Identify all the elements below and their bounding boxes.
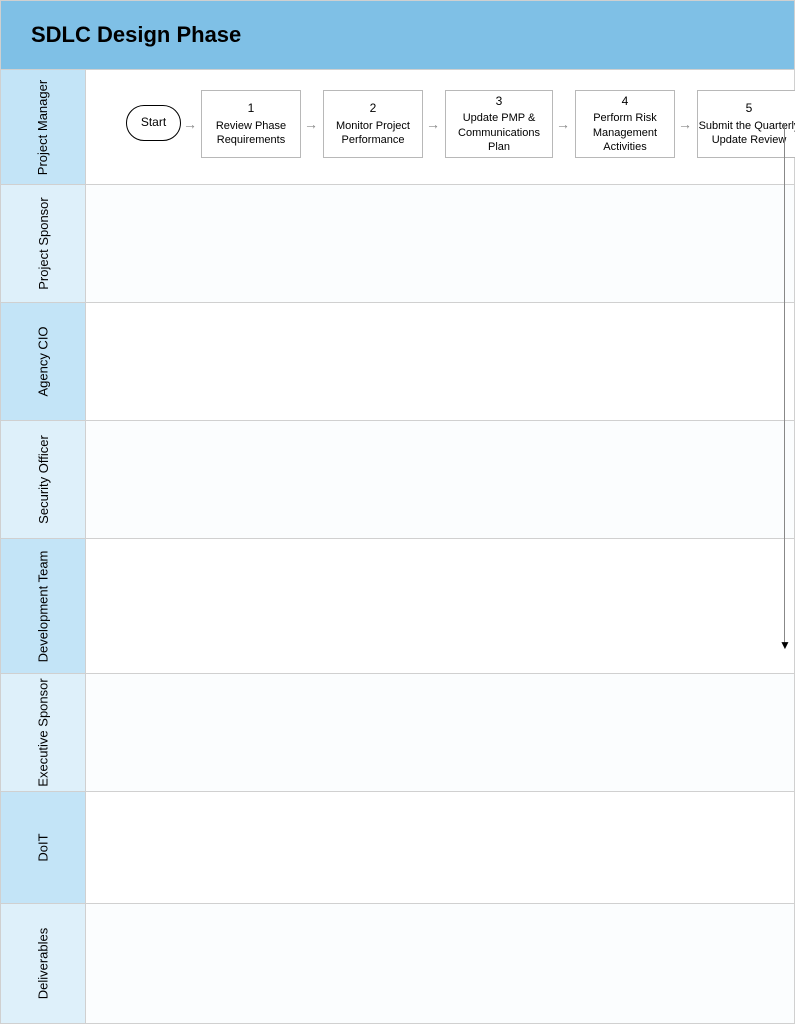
lane-label: Project Sponsor <box>36 197 51 290</box>
arrow-down-icon: ▼ <box>779 639 791 651</box>
node-s3: 3Update PMP & Communications Plan <box>445 90 553 158</box>
lane-doit: DoIT <box>1 791 794 903</box>
arrow-right-icon: → <box>426 116 440 132</box>
lane-project-sponsor: Project Sponsor <box>1 184 794 302</box>
lane-label-cell: Project Sponsor <box>1 185 86 302</box>
node-number: 1 <box>248 101 255 117</box>
node-label: Update PMP & Communications Plan <box>446 111 552 154</box>
lane-security-officer: Security Officer <box>1 420 794 538</box>
lane-project-manager: Project Manager Start 1 Review Phase Requir… <box>1 69 794 184</box>
lane-body <box>86 904 794 1023</box>
node-s5: 5 Submit the Quarterly Update Review <box>697 90 795 158</box>
lane-development-team: Development Team <box>1 538 794 673</box>
lane-body <box>86 421 794 538</box>
lane-label-cell: DoIT <box>1 792 86 903</box>
lane-body: Start 1 Review Phase Requirements 2 Monitor … <box>86 70 794 184</box>
lane-label: Security Officer <box>36 435 51 524</box>
node-label: Perform Risk Management Activities <box>576 111 674 154</box>
lane-body <box>86 674 794 791</box>
diagram-title: SDLC Design Phase <box>1 1 794 69</box>
title-text: SDLC Design Phase <box>31 22 241 48</box>
lane-label: Executive Sponsor <box>36 678 51 786</box>
node-number: 5 <box>746 101 753 117</box>
lane-label-cell: Security Officer <box>1 421 86 538</box>
node-label: Submit the Quarterly Update Review <box>698 119 795 148</box>
lanes-container: Project Manager Start 1 Review Phase Requir… <box>1 69 794 1023</box>
lane-label: Project Manager <box>36 79 51 174</box>
node-label: Review Phase Requirements <box>202 119 300 148</box>
arrow-right-icon: → <box>304 116 318 132</box>
node-s2: 2 Monitor Project Performance <box>323 90 423 158</box>
arrow-right-icon: → <box>556 116 570 132</box>
lane-label-cell: Deliverables <box>1 904 86 1023</box>
swimlane-diagram: SDLC Design Phase Project Manager Start 1 R… <box>0 0 795 1024</box>
lane-body <box>86 539 794 673</box>
lane-executive-sponsor: Executive Sponsor <box>1 673 794 791</box>
lane-label-cell: Development Team <box>1 539 86 673</box>
node-number: 2 <box>370 101 377 117</box>
lane-label: Agency CIO <box>36 326 51 396</box>
node-s1: 1 Review Phase Requirements <box>201 90 301 158</box>
lane-label-cell: Executive Sponsor <box>1 674 86 791</box>
lane-body <box>86 792 794 903</box>
lane-label: DoIT <box>35 833 50 861</box>
lane-agency-cio: Agency CIO <box>1 302 794 420</box>
connector-vertical <box>784 123 785 643</box>
lane-label: Development Team <box>36 550 51 662</box>
arrow-right-icon: → <box>678 116 692 132</box>
lane-body <box>86 303 794 420</box>
arrow-right-icon: → <box>183 116 197 132</box>
lane-label-cell: Project Manager <box>1 70 86 184</box>
lane-label-cell: Agency CIO <box>1 303 86 420</box>
lane-label: Deliverables <box>35 928 50 1000</box>
lane-body <box>86 185 794 302</box>
node-label: Monitor Project Performance <box>324 119 422 148</box>
node-start: Start <box>126 105 181 141</box>
lane-deliverables: Deliverables <box>1 903 794 1023</box>
node-number: 4 <box>622 94 629 110</box>
node-s4: 4Perform Risk Management Activities <box>575 90 675 158</box>
node-number: 3 <box>496 94 503 110</box>
